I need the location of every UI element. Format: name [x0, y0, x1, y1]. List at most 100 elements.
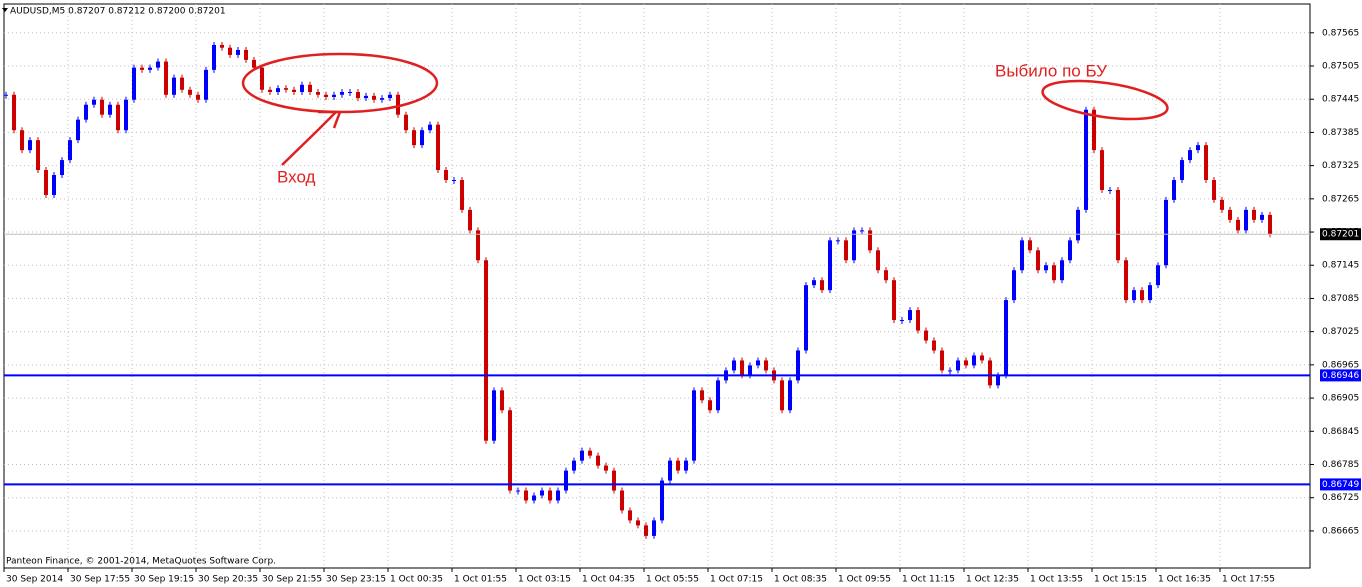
candle-body [844, 240, 848, 261]
candle-body [164, 61, 168, 95]
candle-body [1076, 209, 1080, 241]
candle-body [84, 104, 88, 120]
candle-body [380, 98, 384, 100]
candle-body [556, 490, 560, 501]
candle-body [948, 370, 952, 372]
candle-body [68, 140, 72, 161]
y-tick-label: 0.86725 [1322, 493, 1359, 503]
candle-body [1180, 160, 1184, 181]
candle-body [884, 270, 888, 281]
candle-body [124, 99, 128, 131]
candle-body [980, 355, 984, 361]
x-tick-label: 1 Oct 16:35 [1158, 575, 1211, 585]
candle-body [804, 285, 808, 351]
candle-body [988, 360, 992, 386]
price-tag [1320, 478, 1361, 491]
x-tick-label: 1 Oct 08:35 [774, 575, 827, 585]
candle-body [964, 360, 968, 366]
candle-body [324, 94, 328, 97]
candle-body [1092, 109, 1096, 151]
candle-body [932, 340, 936, 351]
candle-body [900, 320, 904, 322]
candle-body [44, 170, 48, 195]
candle-body [140, 67, 144, 70]
candle-body [396, 94, 400, 115]
candle-body [1236, 219, 1240, 231]
candle-body [36, 140, 40, 171]
chart-header: AUDUSD,M5 0.87207 0.87212 0.87200 0.8720… [10, 7, 226, 17]
candle-body [372, 95, 376, 100]
candle-body [284, 88, 288, 90]
x-tick-label: 30 Sep 20:35 [198, 575, 258, 585]
candle-body [292, 89, 296, 93]
x-tick-label: 1 Oct 00:35 [390, 575, 443, 585]
candle-body [516, 490, 520, 492]
candle-body [92, 99, 96, 105]
candle-body [60, 160, 64, 176]
candle-body [1108, 189, 1112, 191]
candle-body [1204, 145, 1208, 181]
price-tag-label: 0.87201 [1322, 230, 1359, 240]
candle-body [492, 390, 496, 441]
candle-body [1244, 209, 1248, 231]
candle-body [860, 230, 864, 232]
candle-body [1260, 214, 1264, 220]
candle-body [484, 260, 488, 441]
candle-body [748, 365, 752, 376]
candle-body [404, 114, 408, 131]
y-tick-label: 0.87025 [1322, 327, 1359, 337]
candle-body [756, 360, 760, 366]
candle-body [708, 400, 712, 411]
candle-body [644, 525, 648, 536]
candle-body [740, 360, 744, 376]
candle-body [972, 355, 976, 366]
candle-body [364, 95, 368, 99]
candle-body [308, 84, 312, 93]
candle-body [1124, 260, 1128, 301]
candle-body [76, 119, 80, 141]
candle-body [580, 450, 584, 461]
candle-body [268, 89, 272, 93]
candle-body [236, 49, 240, 55]
x-tick-label: 1 Oct 11:15 [902, 575, 955, 585]
annotation: Вход [277, 167, 316, 186]
candle-body [924, 330, 928, 341]
candle-body [444, 170, 448, 181]
candle-body [1028, 240, 1032, 251]
price-tag [1320, 369, 1361, 382]
y-tick-label: 0.87265 [1322, 194, 1359, 204]
candle-body [1116, 189, 1120, 261]
candle-body [348, 92, 352, 94]
candle-body [908, 310, 912, 321]
candle-body [812, 280, 816, 286]
y-tick-label: 0.86905 [1322, 394, 1359, 404]
candle-body [1004, 300, 1008, 376]
candle-body [780, 380, 784, 411]
candle-body [820, 280, 824, 291]
copyright: Panteon Finance, © 2001-2014, MetaQuotes… [6, 557, 276, 567]
candle-body [620, 490, 624, 511]
candle-body [796, 350, 800, 381]
y-tick-label: 0.87445 [1322, 95, 1359, 105]
y-tick-label: 0.86965 [1322, 360, 1359, 370]
candle-body [764, 360, 768, 371]
annotation: Выбило по БУ [995, 61, 1107, 80]
candle-body [180, 77, 184, 90]
candle-body [788, 380, 792, 411]
candle-body [1132, 290, 1136, 301]
candle-body [1060, 260, 1064, 281]
x-tick-label: 1 Oct 05:55 [646, 575, 699, 585]
candle-body [316, 92, 320, 95]
candle-body [132, 67, 136, 100]
candle-body [196, 94, 200, 100]
candle-body [940, 350, 944, 371]
x-tick-label: 30 Sep 23:15 [326, 575, 386, 585]
candle-body [356, 92, 360, 99]
candle-body [1012, 270, 1016, 301]
grid [4, 4, 1310, 568]
y-tick-label: 0.87325 [1322, 161, 1359, 171]
candle-body [1036, 250, 1040, 271]
candle-body [1228, 209, 1232, 220]
annotation-circle [1041, 79, 1169, 121]
candle-body [12, 94, 16, 131]
